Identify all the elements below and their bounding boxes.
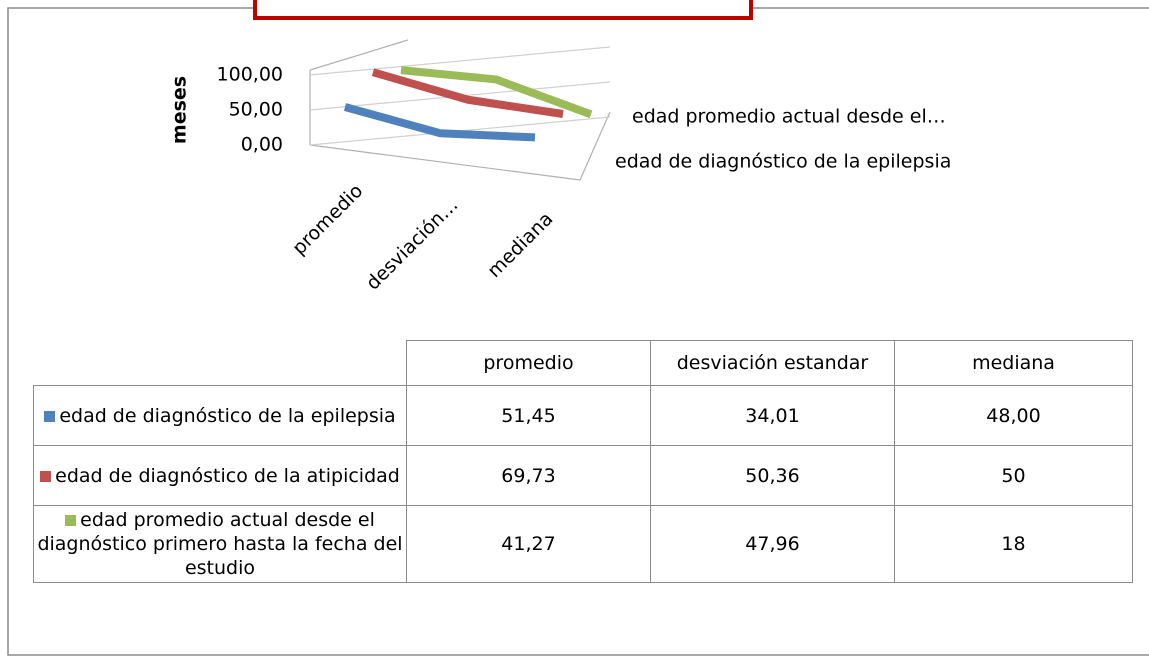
column-header: promedio bbox=[406, 340, 651, 386]
table-value: 41,27 bbox=[406, 505, 651, 583]
legend-swatch bbox=[65, 515, 77, 526]
legend-label: edad de diagnóstico de la atipicidad bbox=[55, 464, 400, 487]
series-ribbon bbox=[371, 68, 564, 118]
data-table: promedio desviación estandar mediana edad … bbox=[33, 340, 1133, 583]
row-header: edad de diagnóstico de la atipicidad bbox=[33, 445, 407, 506]
table-row: edad de diagnóstico de la atipicidad 69,7… bbox=[33, 445, 1133, 506]
y-axis-label: meses bbox=[169, 76, 191, 144]
row-header: edad promedio actual desde el diagnóstic… bbox=[33, 505, 407, 583]
legend-label: edad promedio actual desde el diagnóstic… bbox=[37, 509, 403, 579]
legend-swatch bbox=[40, 470, 52, 482]
column-header: desviación estandar bbox=[650, 340, 895, 386]
highlight-box bbox=[253, 0, 753, 20]
x-tick-label: mediana bbox=[483, 208, 557, 282]
row-header: edad de diagnóstico de la epilepsia bbox=[33, 385, 407, 446]
table-row: edad promedio actual desde el diagnóstic… bbox=[33, 505, 1133, 583]
table-value: 18 bbox=[894, 505, 1133, 583]
x-tick-label: desviación… bbox=[362, 194, 463, 295]
table-value: 50,36 bbox=[650, 445, 895, 506]
table-value: 34,01 bbox=[650, 385, 895, 446]
table-value: 51,45 bbox=[406, 385, 651, 446]
legend-label: edad de diagnóstico de la epilepsia bbox=[59, 404, 396, 427]
table-row: edad de diagnóstico de la epilepsia 51,45… bbox=[33, 385, 1133, 446]
series-ribbon bbox=[343, 103, 536, 142]
legend-swatch bbox=[44, 410, 56, 422]
table-value: 47,96 bbox=[650, 505, 895, 583]
axes-frame bbox=[309, 39, 611, 181]
y-tick-label: 50,00 bbox=[229, 99, 283, 121]
empty-cell bbox=[33, 340, 407, 386]
x-tick-label: promedio bbox=[288, 180, 367, 259]
table-value: 50 bbox=[894, 445, 1133, 506]
y-tick-label: 100,00 bbox=[217, 64, 283, 86]
grid-line bbox=[309, 46, 611, 76]
series-ribbon bbox=[400, 66, 593, 119]
column-header: mediana bbox=[894, 340, 1133, 386]
y-tick-label: 0,00 bbox=[241, 134, 283, 156]
table-value: 48,00 bbox=[894, 385, 1133, 446]
depth-axis-label: edad de diagnóstico de la epilepsia bbox=[615, 151, 951, 173]
table-value: 69,73 bbox=[406, 445, 651, 506]
depth-axis-label: edad promedio actual desde el… bbox=[632, 106, 946, 128]
